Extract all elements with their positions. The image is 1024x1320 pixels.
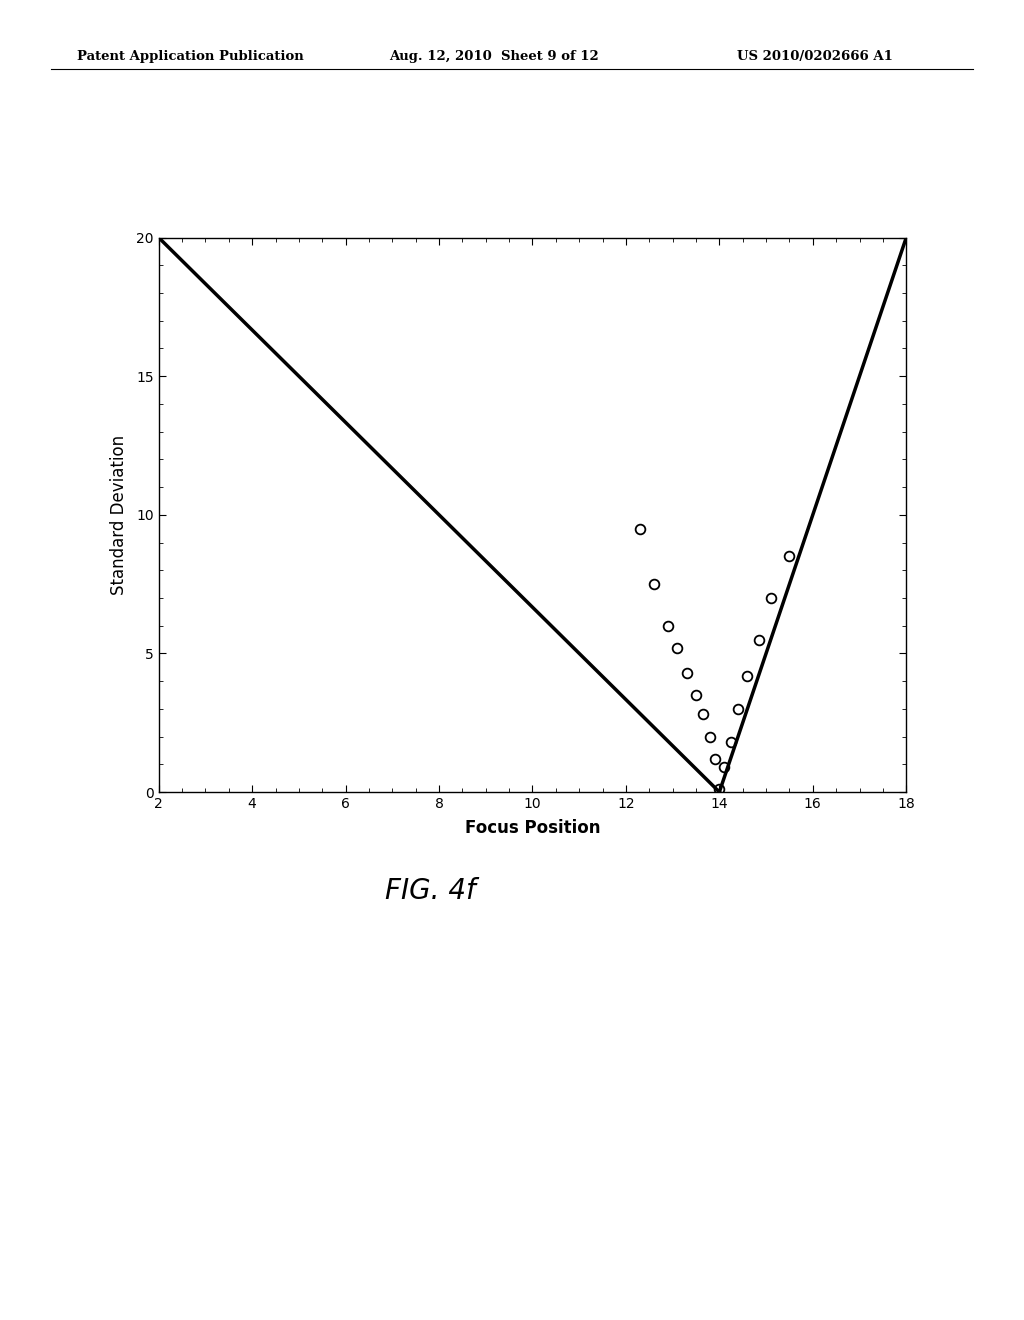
X-axis label: Focus Position: Focus Position xyxy=(465,820,600,837)
Text: FIG. 4f: FIG. 4f xyxy=(385,876,475,906)
Text: Aug. 12, 2010  Sheet 9 of 12: Aug. 12, 2010 Sheet 9 of 12 xyxy=(389,50,599,63)
Y-axis label: Standard Deviation: Standard Deviation xyxy=(110,434,128,595)
Text: Patent Application Publication: Patent Application Publication xyxy=(77,50,303,63)
Text: US 2010/0202666 A1: US 2010/0202666 A1 xyxy=(737,50,893,63)
